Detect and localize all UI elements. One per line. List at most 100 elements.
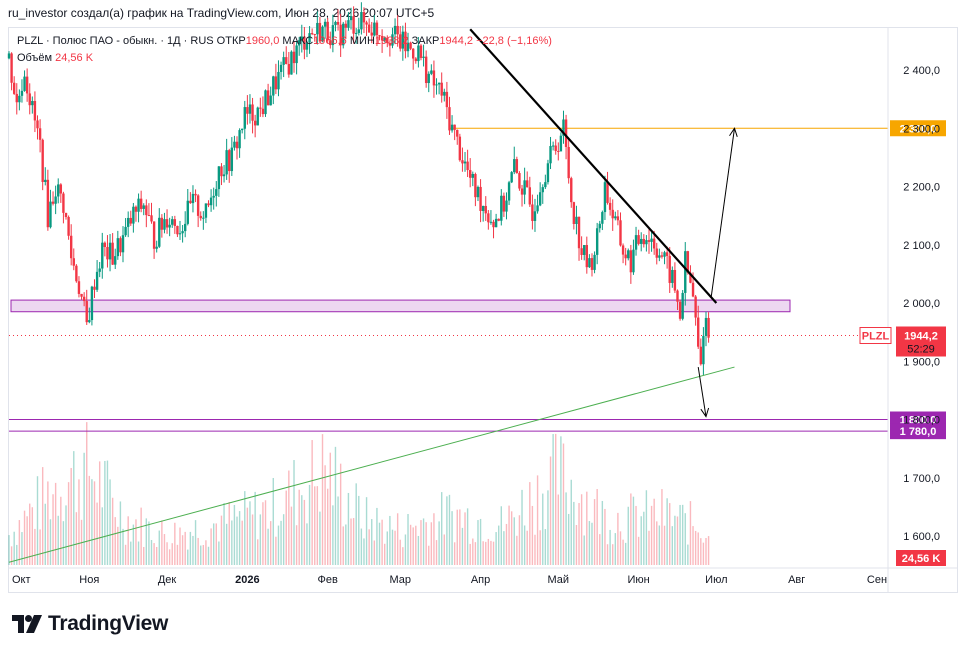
candle-body [603, 182, 607, 213]
chart-frame[interactable] [8, 27, 958, 593]
candle-body [75, 265, 78, 282]
volume-bar [438, 521, 440, 565]
volume-bar [503, 531, 505, 565]
candle-body [580, 248, 583, 255]
legend-open: 1960,0 [245, 35, 280, 47]
candle-body [336, 21, 340, 25]
volume-bar [111, 497, 114, 565]
candle-body [209, 197, 213, 206]
candle-body [640, 238, 643, 244]
volume-bar [671, 526, 674, 565]
volume-bar [513, 517, 515, 565]
volume-bar [637, 536, 640, 565]
volume-bar [54, 482, 57, 565]
candle-body [378, 35, 381, 37]
volume-bar [148, 521, 150, 565]
candle-body [699, 346, 703, 365]
volume-bar [617, 512, 619, 565]
candle-body [463, 161, 467, 164]
volume-bar [350, 518, 352, 565]
candle-body [583, 245, 586, 255]
candle-body [194, 193, 197, 196]
volume-bar [604, 508, 606, 565]
legend-close: 1944,2 [439, 35, 473, 47]
candle-body [331, 25, 335, 46]
candle-body [593, 254, 596, 270]
volume-bar [257, 539, 259, 565]
candle-body [502, 195, 506, 212]
volume-bar [386, 531, 388, 565]
candle-body [171, 219, 174, 225]
candle-body [225, 150, 228, 175]
volume-bar [430, 522, 433, 565]
candle-body [533, 211, 537, 221]
candle-body [443, 91, 446, 96]
candle-body [660, 255, 664, 257]
volume-bar [549, 456, 552, 565]
candle-body [546, 163, 550, 183]
legend-high: 1966,6 [313, 35, 347, 47]
candle-body [492, 221, 495, 228]
volume-bar [534, 534, 536, 565]
volume-bar [119, 501, 122, 565]
level-badge [890, 120, 946, 137]
volume-bar [49, 519, 52, 565]
candle-body [269, 95, 272, 106]
candle-body [466, 161, 469, 171]
candle-body [290, 51, 293, 75]
candle-body [297, 40, 301, 46]
volume-bar [277, 525, 280, 565]
candle-body [101, 242, 104, 269]
volume-bar [83, 452, 85, 565]
candle-body [383, 37, 386, 41]
volume-bar [586, 491, 588, 565]
candle-body [588, 258, 591, 268]
volume-bar [124, 544, 127, 565]
candle-body [494, 218, 498, 228]
drawings [8, 28, 738, 563]
volume-bar [389, 515, 391, 565]
volume-bar [575, 525, 578, 565]
volume-bar [562, 443, 565, 565]
candle-body [44, 179, 47, 182]
volume-bar [285, 490, 287, 565]
tradingview-logo[interactable]: TradingView [12, 612, 168, 636]
volume-bar [272, 477, 274, 565]
candle-body [645, 240, 648, 245]
volume-bar [223, 503, 225, 565]
volume-bar [158, 530, 160, 565]
projection-arrow-line [710, 128, 735, 298]
candle-body [323, 21, 327, 27]
volume-bar [259, 514, 262, 565]
volume-bar [624, 542, 627, 565]
volume-bar [130, 541, 132, 565]
x-tick-label: Сен [867, 574, 887, 586]
volume-bar [479, 518, 482, 565]
y-tick-label: 1 700,0 [903, 473, 940, 485]
volume-bar [267, 528, 269, 565]
volume-badge-label: 24,56 K [902, 553, 941, 565]
volume-bar [694, 530, 697, 565]
volume-bar [194, 520, 197, 565]
volume-bar [269, 521, 272, 565]
volume-bar [570, 479, 572, 565]
volume-bar [529, 482, 531, 565]
volume-bar [355, 483, 357, 565]
volume-bar [523, 525, 526, 565]
volume-bar [500, 506, 502, 565]
volume-bar [674, 515, 676, 565]
candle-body [557, 150, 560, 152]
candle-body [357, 29, 360, 33]
candle-body [347, 20, 350, 28]
candle-body [375, 22, 379, 36]
volume-bar [567, 513, 570, 565]
volume-bar [526, 530, 528, 565]
symbol-badge [859, 327, 892, 345]
candle-body [702, 335, 705, 365]
volume-bar [293, 460, 295, 565]
volume-bar [192, 535, 194, 565]
candle-body [178, 233, 182, 235]
candle-body [526, 180, 529, 188]
candle-body [544, 182, 547, 188]
